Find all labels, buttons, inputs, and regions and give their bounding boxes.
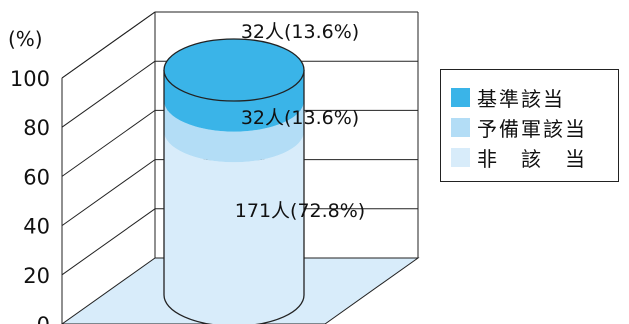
legend-item-standard: 基準該当 bbox=[451, 82, 565, 112]
y-tick-label: 0 bbox=[37, 313, 50, 324]
y-tick-label: 20 bbox=[23, 264, 50, 288]
segment-label: 32人(13.6%) bbox=[241, 107, 359, 129]
cylinder-outline bbox=[163, 70, 305, 324]
gridline-side bbox=[61, 159, 156, 227]
y-axis-unit-label: (%) bbox=[8, 27, 43, 51]
gridline-side bbox=[61, 11, 156, 79]
cylinder-top bbox=[163, 38, 305, 102]
gridline-side bbox=[61, 60, 156, 128]
segment-label: 171人(72.8%) bbox=[235, 200, 365, 222]
legend-item-reserve: 予備軍該当 bbox=[451, 112, 587, 142]
cylinder-segment bbox=[164, 100, 304, 163]
cylinder bbox=[163, 38, 305, 324]
legend-label: 予備軍該当 bbox=[477, 116, 587, 141]
y-axis-ticks: 0 20 40 60 80 100 bbox=[10, 67, 50, 324]
y-tick-label: 60 bbox=[23, 165, 50, 189]
legend-label: 基準該当 bbox=[477, 86, 565, 111]
y-tick-label: 40 bbox=[23, 215, 50, 239]
legend-swatch bbox=[451, 117, 470, 137]
legend-swatch bbox=[451, 147, 470, 167]
gridline-side bbox=[61, 208, 156, 276]
segment-labels: 32人(13.6%) 32人(13.6%) 171人(72.8%) bbox=[235, 21, 365, 222]
segment-label: 32人(13.6%) bbox=[241, 21, 359, 43]
y-tick-label: 100 bbox=[10, 67, 50, 91]
legend-item-none: 非 該 当 bbox=[451, 142, 587, 172]
legend-swatch bbox=[451, 87, 470, 107]
legend-label: 非 該 当 bbox=[477, 146, 587, 171]
cylinder-segment bbox=[164, 131, 304, 324]
legend: 基準該当 予備軍該当 非 該 当 bbox=[440, 69, 619, 182]
cylinder-segment bbox=[164, 70, 304, 132]
y-tick-label: 80 bbox=[23, 116, 50, 140]
gridline-side bbox=[61, 109, 156, 177]
